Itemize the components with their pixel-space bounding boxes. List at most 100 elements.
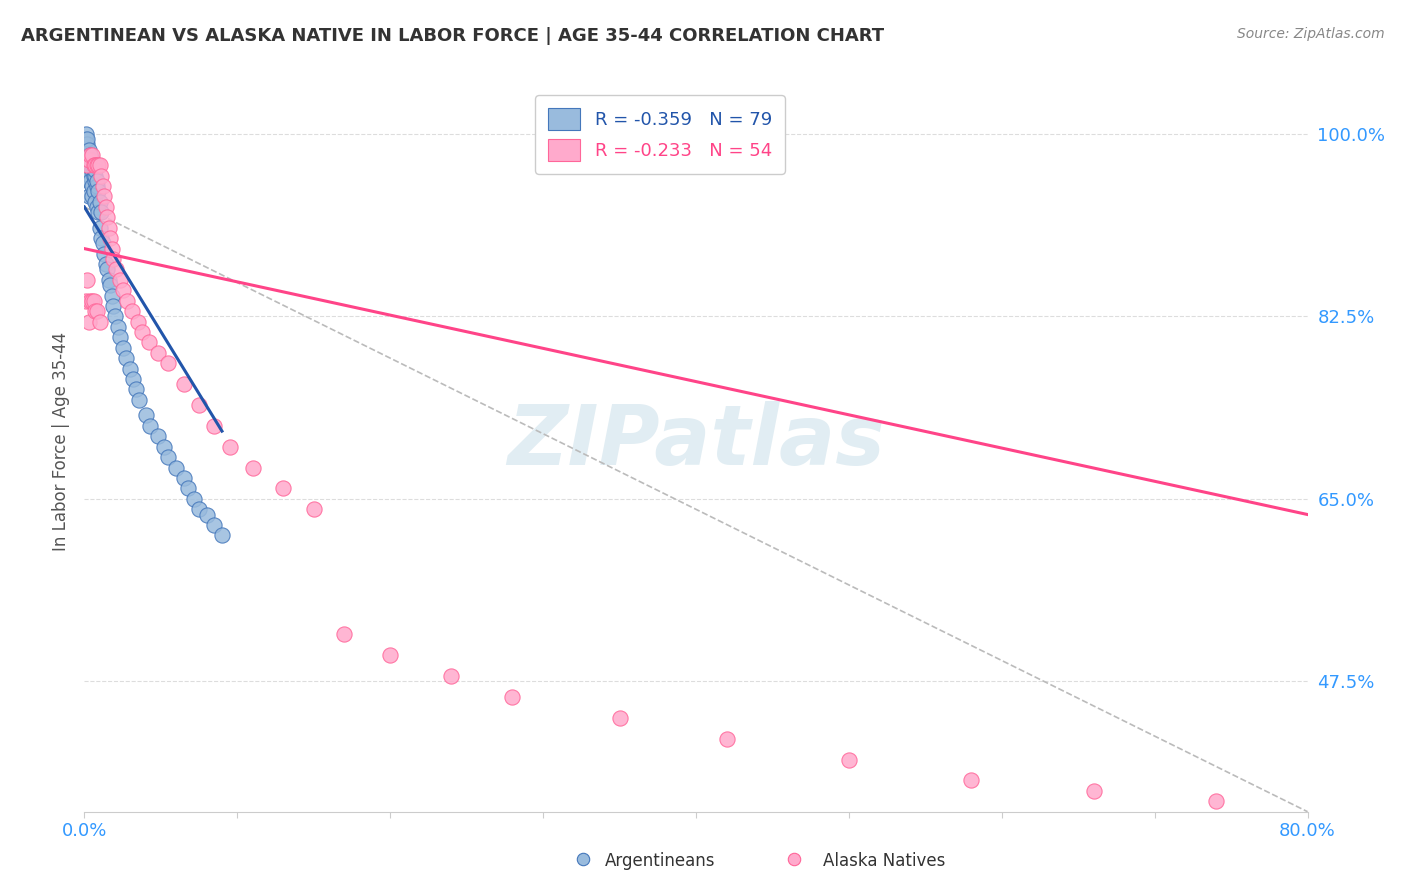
- Point: [84, 169, 107, 183]
- Point: [79, 293, 101, 308]
- Point: [89, 194, 111, 209]
- Point: [77, 143, 100, 157]
- Point: [242, 460, 264, 475]
- Point: [1205, 794, 1227, 808]
- Point: [103, 299, 125, 313]
- Point: [333, 627, 356, 641]
- Point: [93, 247, 115, 261]
- Point: [128, 392, 150, 407]
- Point: [90, 231, 112, 245]
- Point: [84, 174, 107, 188]
- Point: [80, 179, 103, 194]
- Point: [75, 137, 97, 152]
- Point: [87, 205, 110, 219]
- Point: [79, 158, 101, 172]
- Point: [80, 189, 103, 203]
- Point: [86, 179, 108, 194]
- Point: [271, 482, 294, 496]
- Point: [114, 351, 136, 365]
- Point: [76, 169, 98, 183]
- Point: [84, 158, 107, 172]
- Point: [157, 450, 180, 465]
- Point: [105, 262, 128, 277]
- Point: [121, 304, 143, 318]
- Point: [79, 169, 101, 183]
- Point: [83, 169, 105, 183]
- Point: [135, 409, 157, 423]
- Point: [572, 852, 595, 866]
- Point: [94, 257, 117, 271]
- Point: [90, 205, 112, 219]
- Point: [502, 690, 524, 704]
- Point: [146, 429, 169, 443]
- Point: [101, 288, 124, 302]
- Point: [76, 137, 98, 152]
- Point: [76, 158, 98, 172]
- Point: [76, 163, 98, 178]
- Point: [75, 132, 97, 146]
- Point: [202, 518, 225, 533]
- Point: [211, 528, 233, 542]
- Point: [91, 236, 114, 251]
- Point: [153, 440, 176, 454]
- Point: [195, 508, 218, 522]
- Text: Argentineans: Argentineans: [605, 852, 716, 870]
- Point: [83, 158, 105, 172]
- Point: [96, 262, 118, 277]
- Point: [77, 174, 100, 188]
- Point: [139, 418, 162, 433]
- Point: [83, 158, 105, 172]
- Point: [96, 211, 118, 225]
- Point: [80, 293, 103, 308]
- Point: [146, 346, 169, 360]
- Text: Alaska Natives: Alaska Natives: [823, 852, 945, 870]
- Point: [101, 242, 124, 256]
- Point: [86, 174, 108, 188]
- Point: [94, 200, 117, 214]
- Point: [76, 158, 98, 172]
- Point: [188, 502, 211, 516]
- Point: [79, 148, 101, 162]
- Point: [79, 148, 101, 162]
- Point: [218, 440, 240, 454]
- Point: [86, 200, 108, 214]
- Point: [84, 304, 107, 318]
- Point: [76, 158, 98, 172]
- Point: [108, 273, 131, 287]
- Point: [89, 315, 111, 329]
- Point: [173, 471, 195, 485]
- Point: [75, 153, 97, 167]
- Point: [84, 194, 107, 209]
- Point: [80, 163, 103, 178]
- Point: [125, 383, 148, 397]
- Point: [80, 148, 103, 162]
- Point: [111, 283, 134, 297]
- Point: [177, 482, 200, 496]
- Point: [77, 189, 100, 203]
- Point: [76, 153, 98, 167]
- Point: [75, 143, 97, 157]
- Point: [131, 325, 153, 339]
- Point: [380, 648, 402, 663]
- Point: [111, 341, 134, 355]
- Point: [87, 184, 110, 198]
- Point: [183, 491, 205, 506]
- Point: [80, 158, 103, 172]
- Point: [76, 132, 98, 146]
- Point: [104, 310, 127, 324]
- Point: [80, 153, 103, 167]
- Point: [83, 163, 105, 178]
- Point: [173, 377, 195, 392]
- Point: [75, 127, 97, 141]
- Point: [107, 319, 129, 334]
- Point: [91, 179, 114, 194]
- Point: [838, 753, 860, 767]
- Point: [98, 231, 121, 245]
- Point: [165, 460, 187, 475]
- Point: [76, 143, 98, 157]
- Point: [97, 220, 120, 235]
- Point: [609, 711, 631, 725]
- Point: [103, 252, 125, 266]
- Point: [76, 273, 98, 287]
- Point: [89, 220, 111, 235]
